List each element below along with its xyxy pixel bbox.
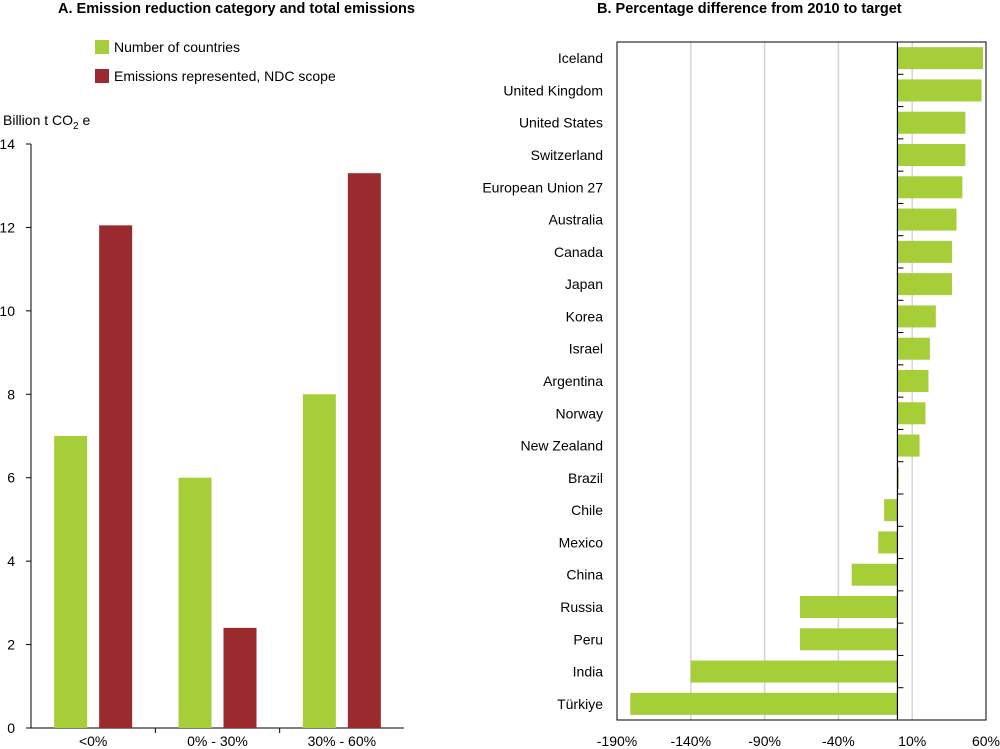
bar-korea (897, 305, 936, 328)
country-label: European Union 27 (482, 179, 603, 195)
chart-a-title: A. Emission reduction category and total… (58, 1, 415, 17)
x-tick-label: 10% (898, 733, 926, 749)
bar-iceland (897, 47, 984, 70)
country-label: Türkiye (557, 696, 603, 712)
country-label: Canada (554, 244, 603, 260)
bar-chile (884, 499, 898, 522)
bar-norway (897, 402, 926, 425)
bar-australia (897, 208, 957, 231)
chart-b: Iceland United Kingdom United States Switze… (482, 41, 1000, 749)
y-tick-label: 12 (0, 219, 15, 235)
y-tick-label: 10 (0, 303, 15, 319)
bar-china (851, 563, 898, 586)
bar-countries-2 (302, 394, 336, 728)
bar-new-zealand (897, 434, 920, 457)
legend-swatch-countries (95, 40, 109, 54)
bar-argentina (897, 370, 929, 392)
legend-label-emissions: Emissions represented, NDC scope (114, 68, 336, 84)
bar-russia (800, 596, 898, 618)
chart-a: Number of countries Emissions represente… (0, 39, 404, 749)
bar-united-states (897, 111, 966, 134)
legend-label-countries: Number of countries (114, 39, 240, 55)
bar-canada (897, 240, 953, 263)
country-label: Norway (556, 405, 603, 421)
y-tick-label: 2 (7, 637, 15, 653)
bar-mexico (878, 531, 898, 554)
country-label: United States (519, 115, 603, 131)
bar-emissions-2 (347, 173, 381, 728)
bar-peru (800, 628, 898, 651)
x-tick-label: -190% (597, 733, 637, 749)
bar-emissions-0 (99, 225, 133, 729)
country-label: Brazil (568, 470, 603, 486)
bar-united-kingdom (897, 79, 982, 102)
x-tick-label: -90% (748, 733, 781, 749)
country-label: India (573, 664, 604, 680)
y-tick-label: 0 (7, 720, 15, 736)
country-label: Iceland (558, 50, 603, 66)
y-tick-label: 4 (7, 553, 15, 569)
category-label: 0% - 30% (187, 733, 248, 749)
bar-t-rkiye (630, 692, 898, 715)
country-label: Russia (560, 599, 603, 615)
country-label: Peru (573, 631, 603, 647)
country-label: Israel (569, 341, 603, 357)
x-tick-label: -40% (822, 733, 855, 749)
country-label: Chile (571, 502, 603, 518)
y-tick-label: 8 (7, 386, 15, 402)
bar-india (690, 660, 898, 683)
country-label: Australia (549, 212, 604, 228)
y-axis-label: Billion t CO2 e (3, 112, 90, 132)
country-label: Argentina (543, 373, 603, 389)
chart-b-title: B. Percentage difference from 2010 to ta… (597, 1, 902, 17)
bar-countries-1 (178, 477, 212, 728)
x-tick-label: 60% (972, 733, 1000, 749)
legend-swatch-emissions (95, 69, 109, 83)
bar-brazil (897, 466, 899, 489)
chart-b-frame (616, 41, 987, 721)
country-label: Japan (565, 276, 603, 292)
category-label: <0% (79, 733, 107, 749)
x-tick-label: -140% (671, 733, 711, 749)
country-label: Korea (566, 308, 604, 324)
country-label: Mexico (559, 534, 604, 550)
y-tick-label: 14 (0, 136, 15, 152)
country-label: China (566, 567, 603, 583)
bar-emissions-1 (223, 627, 257, 728)
bar-european-union-27 (897, 176, 963, 199)
bar-israel (897, 337, 930, 360)
y-tick-label: 6 (7, 470, 15, 486)
category-label: 30% - 60% (308, 733, 376, 749)
country-label: New Zealand (521, 438, 604, 454)
bar-japan (897, 273, 953, 296)
country-label: United Kingdom (503, 82, 603, 98)
bar-switzerland (897, 144, 966, 166)
bar-countries-0 (54, 436, 88, 728)
country-label: Switzerland (531, 147, 603, 163)
